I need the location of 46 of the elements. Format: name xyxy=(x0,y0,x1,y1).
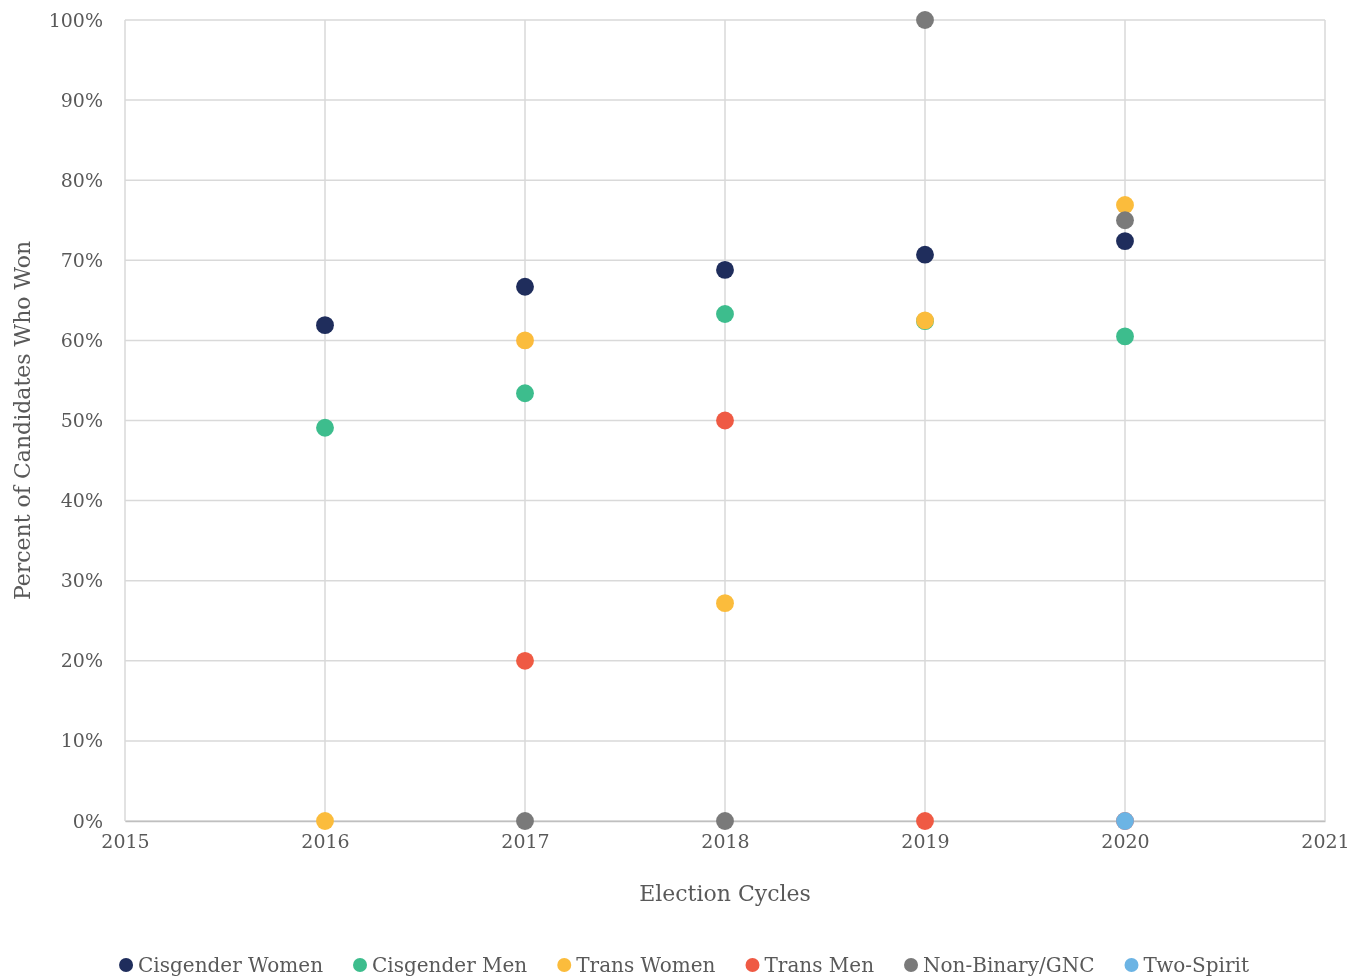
y-tick-label: 70% xyxy=(60,248,103,271)
point xyxy=(716,594,734,613)
legend-label: Two-Spirit xyxy=(1143,953,1249,977)
x-tick-label: 2021 xyxy=(1301,830,1350,853)
point xyxy=(916,11,934,29)
legend-label: Trans Men xyxy=(764,953,875,977)
point xyxy=(316,418,334,437)
point xyxy=(516,331,534,350)
point xyxy=(316,812,334,830)
y-tick-label: 80% xyxy=(60,168,103,191)
x-tick-label: 2016 xyxy=(301,830,350,853)
y-tick-label: 0% xyxy=(72,809,103,832)
y-tick-label: 50% xyxy=(60,409,103,432)
point xyxy=(916,245,934,264)
y-tick-label: 40% xyxy=(60,489,103,512)
point xyxy=(516,812,534,830)
y-tick-label: 10% xyxy=(60,729,103,752)
legend-label: Trans Women xyxy=(576,953,716,977)
x-tick-label: 2019 xyxy=(901,830,950,853)
point xyxy=(1116,327,1134,346)
point xyxy=(916,812,934,830)
point xyxy=(316,316,334,335)
y-tick-label: 90% xyxy=(60,88,103,111)
point xyxy=(716,305,734,323)
y-tick-label: 60% xyxy=(60,328,103,351)
y-tick-label: 20% xyxy=(60,649,103,672)
y-tick-label: 100% xyxy=(48,8,103,31)
y-axis-title: Percent of Candidates Who Won xyxy=(10,240,35,601)
point xyxy=(716,411,734,430)
point xyxy=(516,651,534,670)
point xyxy=(1116,196,1134,214)
x-tick-label: 2015 xyxy=(101,830,150,853)
legend-label: Cisgender Women xyxy=(138,953,324,977)
x-tick-label: 2018 xyxy=(701,830,750,853)
x-tick-label: 2020 xyxy=(1101,830,1150,853)
point xyxy=(716,261,734,279)
x-tick-label: 2017 xyxy=(501,830,550,853)
point xyxy=(1116,211,1134,230)
x-axis-title: Election Cycles xyxy=(639,881,811,906)
point xyxy=(1116,232,1134,250)
point xyxy=(516,384,534,403)
legend-label: Cisgender Men xyxy=(372,953,528,977)
point xyxy=(716,812,734,830)
legend-label: Non-Binary/GNC xyxy=(923,953,1095,977)
y-tick-label: 30% xyxy=(60,569,103,592)
point xyxy=(516,277,534,296)
